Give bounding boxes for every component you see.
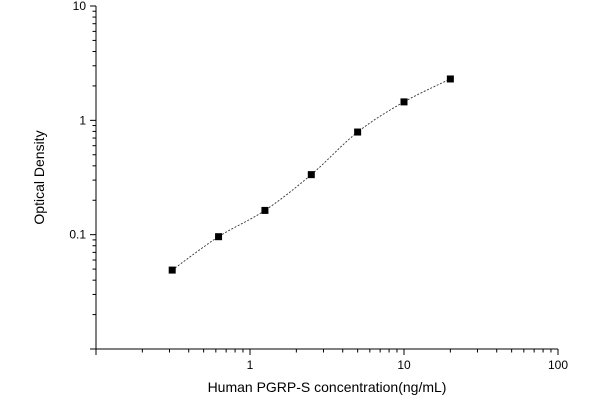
data-points (168, 75, 454, 274)
x-tick-label: 100 (548, 358, 568, 372)
data-point (168, 266, 176, 274)
y-tick-label: 1 (79, 113, 86, 127)
data-point (307, 171, 315, 179)
y-tick-label: 10 (73, 0, 87, 13)
data-point (354, 128, 362, 136)
data-point (215, 233, 223, 241)
data-point (400, 98, 408, 106)
x-tick-label: 1 (247, 358, 254, 372)
axes: 1 10 100 0.1 1 10 (69, 0, 568, 372)
data-point (446, 75, 454, 83)
x-tick-label: 10 (397, 358, 411, 372)
y-tick-label: 0.1 (69, 228, 86, 242)
y-axis-title: Optical Density (31, 130, 47, 224)
x-axis-title: Human PGRP-S concentration(ng/mL) (208, 379, 447, 395)
data-point (261, 206, 269, 214)
